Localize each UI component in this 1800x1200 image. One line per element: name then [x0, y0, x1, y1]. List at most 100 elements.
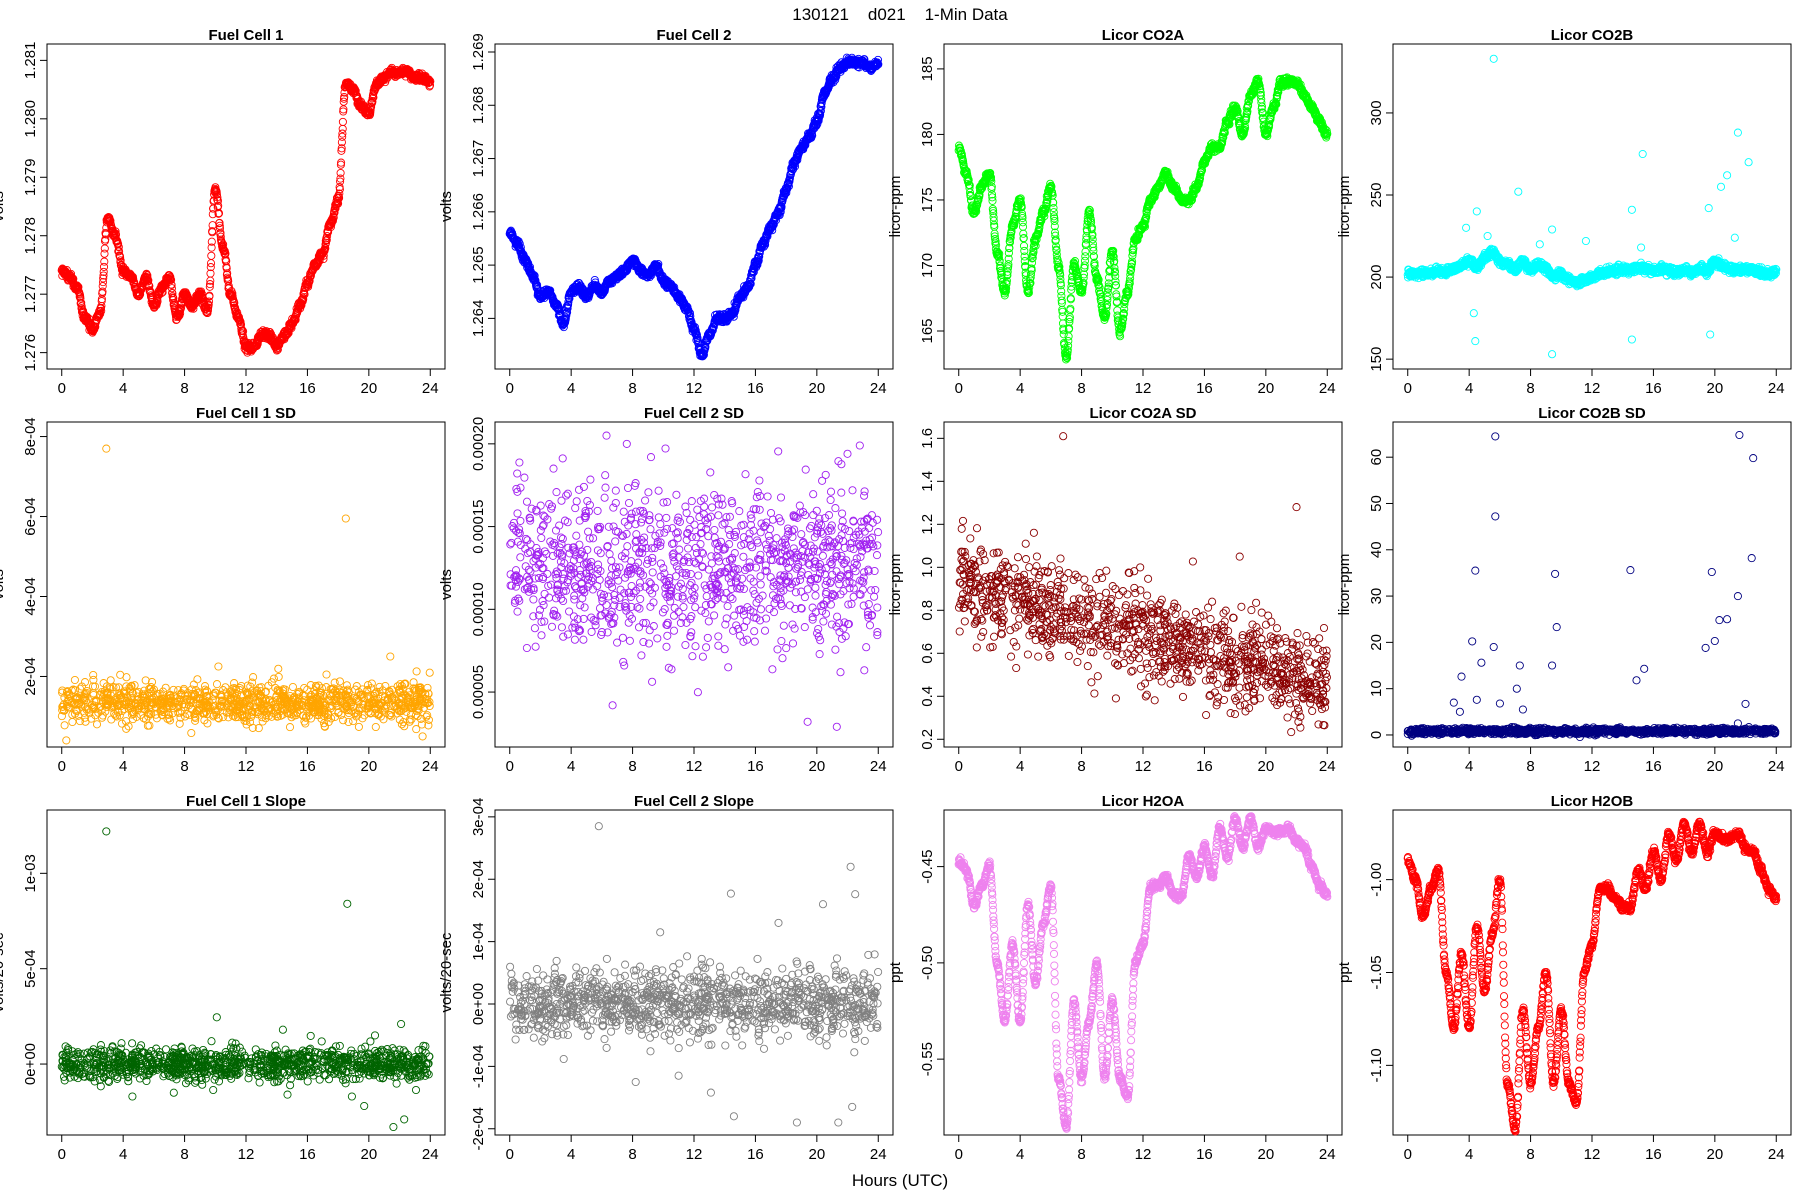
panel-title: Licor CO2A: [1102, 27, 1185, 44]
y-tick-label: 1.280: [22, 100, 39, 138]
x-tick-label: 20: [808, 380, 825, 397]
data-point: [336, 168, 345, 178]
x-tick-label: 24: [870, 380, 887, 397]
data-point: [143, 271, 152, 280]
data-point: [167, 275, 176, 285]
data-point: [116, 253, 125, 262]
data-point: [165, 271, 174, 280]
data-point: [98, 287, 107, 296]
data-point: [100, 257, 109, 266]
y-tick-label: 1.269: [470, 33, 487, 71]
y-tick-label: 165: [919, 318, 936, 343]
x-tick-label: 4: [1016, 380, 1024, 397]
y-axis-label: licor-ppm: [1336, 176, 1353, 238]
y-tick-label: 1.281: [22, 42, 39, 80]
x-tick-label: 0: [58, 380, 66, 397]
chart-panels: Fuel Cell 1 volts 0 4 8 12 16 20 24 1.276 1.277 1.2…: [0, 27, 1792, 1163]
data-point: [69, 274, 78, 283]
x-tick-label: 0: [1404, 380, 1412, 397]
y-tick-label: 180: [919, 122, 936, 147]
figure-suptitle: 130121 d021 1-Min Data: [792, 5, 1008, 24]
data-point: [99, 267, 108, 276]
data-point: [101, 235, 110, 244]
data-point: [338, 117, 347, 126]
data-point: [1081, 247, 1090, 256]
x-tick-label: 24: [422, 380, 439, 397]
y-tick-label: 1.266: [470, 193, 487, 231]
plot-frame: [943, 43, 1343, 370]
data-point: [207, 251, 216, 260]
figure-xlabel: Hours (UTC): [852, 1171, 948, 1190]
data-point: [1111, 281, 1121, 290]
data-point: [92, 316, 101, 325]
y-axis-label: volts: [0, 191, 7, 222]
x-tick-label: 0: [955, 380, 963, 397]
data-point: [1058, 312, 1067, 321]
y-axis-label: volts: [438, 191, 455, 222]
x-tick-label: 8: [1526, 380, 1534, 397]
y-tick-label: 1.268: [470, 86, 487, 124]
y-tick-label: 175: [919, 187, 936, 212]
data-point: [167, 284, 176, 293]
x-tick-label: 16: [299, 380, 316, 397]
data-point: [77, 298, 86, 307]
x-tick-label: 16: [1645, 380, 1662, 397]
y-tick-label: 1.265: [470, 246, 487, 284]
plot-frame: [46, 43, 446, 370]
data-point: [1018, 222, 1028, 231]
plot-frame: [1392, 43, 1792, 370]
data-point: [167, 280, 176, 290]
x-tick-label: 8: [180, 380, 188, 397]
x-tick-label: 4: [567, 380, 575, 397]
y-tick-label: 1.277: [22, 275, 39, 313]
data-point: [114, 239, 123, 248]
x-tick-label: 0: [506, 380, 514, 397]
x-tick-label: 12: [1135, 380, 1152, 397]
data-point: [338, 124, 347, 133]
data-point: [129, 274, 138, 284]
y-tick-label: 200: [1368, 265, 1385, 290]
y-tick-label: 1.279: [22, 158, 39, 196]
data-point: [74, 282, 83, 292]
y-tick-label: 1.276: [22, 334, 39, 372]
data-point: [157, 288, 166, 298]
data-point: [98, 278, 108, 287]
y-tick-label: 150: [1368, 347, 1385, 372]
data-points: [57, 63, 435, 357]
panel-title: Fuel Cell 1: [208, 27, 283, 44]
y-axis-label: licor-ppm: [887, 176, 904, 238]
y-tick-label: 1.267: [470, 140, 487, 178]
x-tick-label: 20: [1706, 380, 1723, 397]
data-points: [505, 53, 883, 361]
y-tick-label: 185: [919, 56, 936, 81]
data-point: [76, 294, 85, 303]
x-tick-label: 12: [686, 380, 703, 397]
y-tick-label: 1.264: [470, 300, 487, 338]
x-tick-label: 12: [1584, 380, 1601, 397]
x-tick-label: 16: [747, 380, 764, 397]
y-tick-label: 170: [919, 253, 936, 278]
data-point: [177, 303, 186, 312]
x-tick-label: 16: [1196, 380, 1213, 397]
data-point: [144, 276, 153, 285]
data-point: [99, 271, 108, 280]
data-point: [99, 274, 108, 283]
x-tick-label: 4: [1465, 380, 1473, 397]
data-points: [1403, 54, 1781, 359]
data-point: [176, 309, 185, 318]
x-tick-label: 20: [1257, 380, 1274, 397]
panel-title: Fuel Cell 2: [656, 27, 731, 44]
x-tick-label: 20: [360, 380, 377, 397]
data-point: [97, 306, 106, 315]
data-point: [115, 247, 124, 256]
x-tick-label: 24: [1319, 380, 1336, 397]
panel-title: Licor CO2B: [1551, 27, 1634, 44]
data-point: [100, 249, 109, 258]
data-point: [100, 244, 109, 253]
data-point: [1019, 233, 1028, 243]
data-point: [99, 262, 109, 271]
